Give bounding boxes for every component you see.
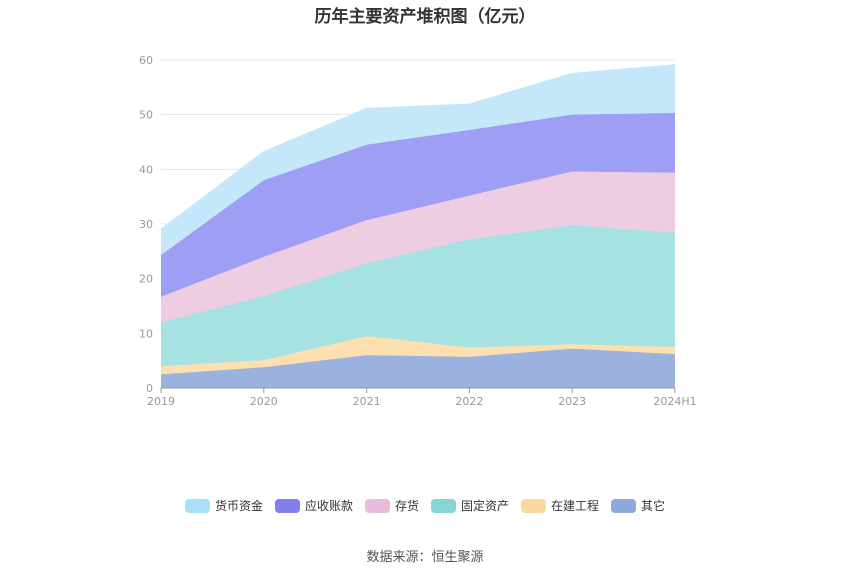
legend-swatch <box>364 498 390 513</box>
chart-title: 历年主要资产堆积图（亿元） <box>314 7 536 27</box>
y-tick-label: 60 <box>139 54 153 67</box>
legend-item[interactable]: 货币资金 <box>184 497 263 514</box>
legend-item[interactable]: 固定资产 <box>431 497 509 514</box>
area-应收账款[interactable] <box>161 113 675 297</box>
legend-item[interactable]: 存货 <box>364 497 419 514</box>
legend-swatch <box>431 498 456 513</box>
legend-label: 存货 <box>394 499 419 513</box>
y-tick-label: 10 <box>139 327 153 340</box>
legend-label: 其它 <box>641 499 666 513</box>
x-tick-label: 2024H1 <box>653 395 696 408</box>
y-tick-label: 30 <box>139 218 153 231</box>
area-series-layer <box>160 64 676 388</box>
legend-item[interactable]: 在建工程 <box>521 497 599 514</box>
x-tick-label: 2021 <box>353 395 381 408</box>
x-tick-label: 2022 <box>455 395 483 408</box>
area-其它[interactable] <box>161 348 675 388</box>
legend-swatch <box>521 498 547 513</box>
area-货币资金[interactable] <box>161 64 675 256</box>
legend: 货币资金 应收账款 存货 固定资产 在建工程 其它 <box>0 497 850 514</box>
area-固定资产[interactable] <box>161 225 675 367</box>
legend-item[interactable]: 其它 <box>611 497 665 514</box>
legend-label: 应收账款 <box>304 499 353 513</box>
area-edge-货币资金 <box>160 64 676 231</box>
legend-swatch <box>184 498 210 513</box>
legend-item[interactable]: 应收账款 <box>274 497 353 514</box>
axes: 0 10 20 30 40 50 60 2019 2020 2021 2022 2023 2024H1 <box>139 54 697 408</box>
x-tick-label: 2019 <box>147 395 175 408</box>
y-tick-label: 0 <box>146 382 153 395</box>
legend-swatch <box>611 498 637 513</box>
legend-label: 固定资产 <box>461 499 510 513</box>
legend-swatch <box>274 498 300 513</box>
legend-label: 在建工程 <box>551 499 600 513</box>
x-tick-label: 2020 <box>250 395 278 408</box>
legend-label: 货币资金 <box>214 499 263 513</box>
y-tick-label: 20 <box>139 273 153 286</box>
area-存货[interactable] <box>161 171 675 323</box>
y-tick-label: 50 <box>139 109 153 122</box>
x-tick-label: 2023 <box>558 395 586 408</box>
y-tick-label: 40 <box>139 163 153 176</box>
source-note: 数据来源：恒生聚源 <box>366 550 484 565</box>
